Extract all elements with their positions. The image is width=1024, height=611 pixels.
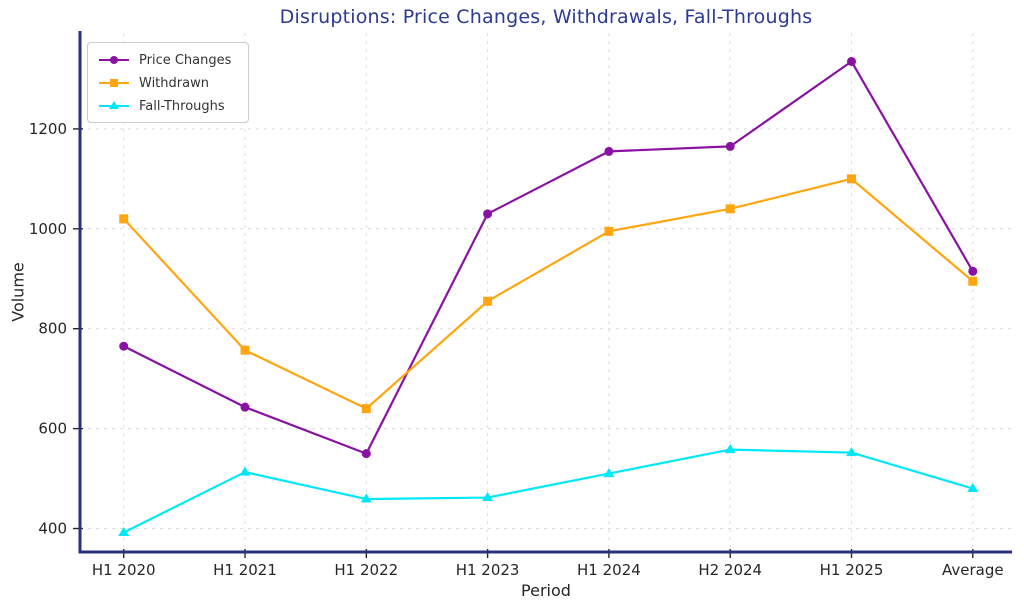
x-tick-label: H1 2020 [92,561,156,579]
legend-label: Fall-Throughs [139,98,225,114]
x-tick-label: H1 2023 [456,561,520,579]
y-tick-label: 1000 [29,220,67,238]
x-tick-label: H1 2021 [213,561,277,579]
tick-labels: 400 600 800 1000 1200 H1 2020 H1 2021 H1 2022 H1… [29,120,1004,579]
legend-item: Fall-Throughs [98,96,238,116]
y-tick-label: 600 [38,420,67,438]
series-fall-throughs [118,444,979,537]
legend-swatch-triangle-icon [99,101,129,109]
x-tick-label: H1 2025 [820,561,884,579]
legend-item: Withdrawn [98,73,238,93]
legend-swatch-square-icon [99,79,129,87]
series-lines [118,56,979,537]
y-tick-label: 400 [38,520,67,538]
legend-swatch-circle-icon [99,56,129,64]
x-tick-label: H2 2024 [698,561,762,579]
series-price-changes [119,56,978,459]
legend: Price Changes Withdrawn Fall-Throughs [87,42,249,123]
chart-title: Disruptions: Price Changes, Withdrawals,… [279,6,813,28]
x-axis-label: Period [521,581,571,600]
legend-label: Withdrawn [139,75,209,91]
axis-ticks [73,128,974,558]
series-withdrawn [119,174,978,414]
y-axis-label: Volume [8,262,28,322]
x-tick-label: Average [942,561,1004,579]
legend-label: Price Changes [139,52,232,68]
legend-item: Price Changes [98,50,238,70]
gridlines [80,33,1012,552]
y-tick-label: 1200 [29,120,67,138]
x-tick-label: H1 2024 [577,561,641,579]
x-tick-label: H1 2022 [334,561,398,579]
y-tick-label: 800 [38,320,67,338]
axis-spines [78,31,1012,554]
